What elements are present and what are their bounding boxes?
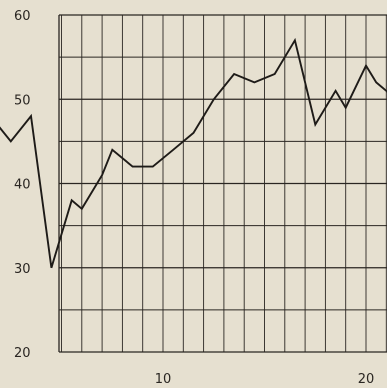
series-line [0, 37, 387, 269]
y-tick-label: 30 [14, 262, 31, 277]
x-tick-label: 20 [358, 372, 375, 387]
x-tick-label: 10 [155, 372, 172, 387]
y-tick-label: 40 [14, 178, 31, 193]
y-tick-label: 50 [14, 93, 31, 108]
axis-labels: 2030405060102030 [14, 9, 375, 387]
y-tick-label: 60 [14, 9, 31, 24]
series-group [0, 37, 387, 269]
grid [58, 14, 387, 353]
y-tick-label: 20 [14, 346, 31, 361]
